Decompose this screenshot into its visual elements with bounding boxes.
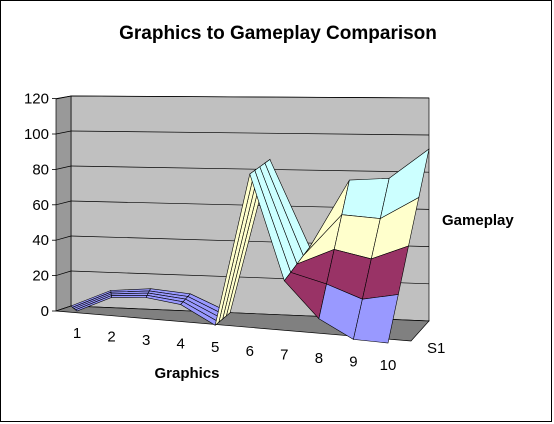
gridline xyxy=(55,165,72,170)
gridline xyxy=(70,95,430,99)
z-tick-label: 120 xyxy=(24,91,49,108)
x-tick-label: 6 xyxy=(246,343,254,360)
x-axis-label: Graphics xyxy=(154,365,219,382)
side-wall xyxy=(55,95,72,312)
x-tick-label: 3 xyxy=(142,332,150,349)
surface-plot xyxy=(70,148,430,344)
gridline xyxy=(70,165,430,173)
z-tick-label: 80 xyxy=(32,161,49,178)
x-axis-ticks: 1 2 3 4 5 6 7 8 9 10 xyxy=(73,325,397,374)
chart-title: Graphics to Gameplay Comparison xyxy=(119,23,437,44)
z-axis-label: Gameplay xyxy=(442,212,514,229)
z-tick-label: 60 xyxy=(32,197,49,214)
surface-patch xyxy=(353,294,399,344)
x-tick-label: 5 xyxy=(211,339,219,356)
z-tick-label: 0 xyxy=(41,303,49,320)
gridline xyxy=(55,235,72,241)
x-tick-label: 4 xyxy=(176,336,184,353)
surface-patch xyxy=(111,294,148,298)
series-label: S1 xyxy=(427,340,445,357)
z-axis-ticks: 0 20 40 60 80 100 120 xyxy=(24,91,56,320)
x-tick-label: 8 xyxy=(315,350,323,367)
x-tick-label: 2 xyxy=(107,329,115,346)
floor xyxy=(55,305,430,342)
gridline xyxy=(55,270,72,276)
gridline xyxy=(55,95,72,99)
x-tick-label: 7 xyxy=(280,346,288,363)
x-tick-label: 10 xyxy=(380,357,397,374)
z-tick-label: 40 xyxy=(32,232,49,249)
x-tick-label: 9 xyxy=(349,353,357,370)
x-tick-label: 1 xyxy=(73,325,81,342)
gridline xyxy=(55,130,72,135)
gridline xyxy=(55,200,72,206)
z-tick-label: 100 xyxy=(24,126,49,143)
z-tick-label: 20 xyxy=(32,268,49,285)
gridline xyxy=(70,130,430,136)
